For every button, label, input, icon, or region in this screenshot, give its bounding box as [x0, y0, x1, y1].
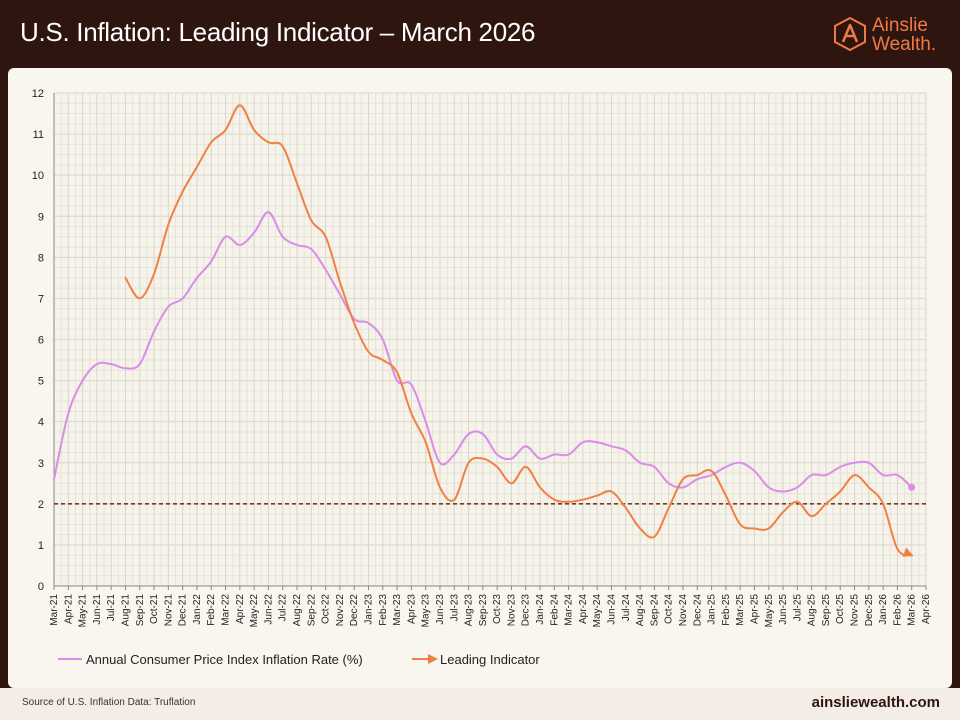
y-tick-label: 4 — [38, 417, 44, 429]
x-tick-label: Mar-23 — [392, 594, 403, 626]
x-tick-label: Dec-25 — [864, 594, 875, 627]
x-tick-label: Oct-21 — [149, 594, 160, 624]
brand-name-line2: Wealth. — [872, 34, 937, 55]
x-tick-label: Dec-21 — [178, 594, 189, 627]
x-tick-label: Apr-23 — [406, 594, 417, 624]
x-tick-label: Nov-24 — [678, 594, 689, 627]
x-tick-label: May-23 — [421, 594, 432, 628]
y-tick-label: 9 — [38, 211, 44, 223]
x-tick-label: Jun-23 — [435, 594, 446, 625]
y-tick-label: 0 — [38, 581, 44, 593]
y-tick-label: 6 — [38, 335, 44, 347]
legend-label-cpi-inflation: Annual Consumer Price Index Inflation Ra… — [86, 652, 363, 667]
chart-series — [53, 104, 916, 557]
x-tick-label: Oct-25 — [835, 594, 846, 624]
x-tick-label: Mar-22 — [221, 594, 232, 626]
x-tick-label: Mar-25 — [735, 594, 746, 626]
x-tick-label: Feb-24 — [549, 594, 560, 626]
x-tick-label: Apr-22 — [235, 594, 246, 624]
x-tick-label: Dec-24 — [692, 594, 703, 627]
x-tick-label: Jan-25 — [707, 594, 718, 625]
y-tick-label: 3 — [38, 458, 44, 470]
x-tick-label: Jul-22 — [278, 594, 289, 622]
x-tick-label: May-25 — [764, 594, 775, 628]
x-tick-label: Jul-24 — [621, 594, 632, 622]
x-tick-label: Apr-24 — [578, 594, 589, 624]
series-line-leading-indicator — [124, 104, 914, 557]
x-tick-label: Aug-21 — [120, 594, 131, 627]
x-tick-label: Feb-26 — [892, 594, 903, 626]
x-tick-label: Aug-24 — [635, 594, 646, 627]
chart-grid — [53, 92, 927, 587]
y-tick-label: 1 — [38, 540, 44, 552]
x-tick-label: Mar-26 — [907, 594, 918, 626]
x-tick-label: May-21 — [78, 594, 89, 628]
x-tick-label: Aug-23 — [464, 594, 475, 627]
x-tick-label: Sep-23 — [478, 594, 489, 627]
brand-logo: Ainslie Wealth. — [832, 14, 952, 58]
brand-name-line1: Ainslie — [872, 15, 928, 36]
y-tick-label: 2 — [38, 499, 44, 511]
x-tick-label: Feb-25 — [721, 594, 732, 626]
x-tick-label: Nov-23 — [506, 594, 517, 627]
x-tick-label: Jun-21 — [92, 594, 103, 625]
x-tick-label: Dec-23 — [521, 594, 532, 627]
x-tick-label: Jun-22 — [263, 594, 274, 625]
y-tick-label: 12 — [32, 88, 44, 100]
series-line-cpi-inflation — [53, 211, 913, 493]
x-tick-label: Oct-23 — [492, 594, 503, 624]
x-tick-label: Jun-24 — [607, 594, 618, 625]
x-tick-label: Oct-24 — [664, 594, 675, 624]
x-tick-label: Oct-22 — [321, 594, 332, 624]
y-tick-label: 10 — [32, 170, 44, 182]
x-tick-label: Jan-22 — [192, 594, 203, 625]
x-tick-label: Nov-22 — [335, 594, 346, 627]
x-tick-label: Apr-26 — [921, 594, 932, 624]
x-tick-label: Jan-26 — [878, 594, 889, 625]
x-tick-label: Nov-25 — [850, 594, 861, 627]
legend-label-leading-indicator: Leading Indicator — [440, 652, 540, 667]
page-title: U.S. Inflation: Leading Indicator – Marc… — [20, 17, 536, 47]
chart-panel: 0 1 2 3 4 5 6 7 8 9 10 11 12 Mar-21 Apr-21 May-21 Jun-21… — [8, 68, 952, 688]
y-tick-label: 8 — [38, 252, 44, 264]
x-tick-label: Mar-24 — [564, 594, 575, 626]
x-tick-label: May-22 — [249, 594, 260, 628]
x-tick-label: Feb-23 — [378, 594, 389, 626]
series-end-dot-cpi-inflation — [908, 483, 916, 491]
x-tick-label: Sep-24 — [649, 594, 660, 627]
x-tick-label: Jun-25 — [778, 594, 789, 625]
y-tick-label: 5 — [38, 376, 44, 388]
x-tick-label: Dec-22 — [349, 594, 360, 627]
x-tick-label: May-24 — [592, 594, 603, 628]
x-tick-label: Sep-25 — [821, 594, 832, 627]
x-tick-label: Sep-22 — [306, 594, 317, 627]
header-bar: U.S. Inflation: Leading Indicator – Marc… — [0, 0, 960, 68]
x-tick-label: Mar-21 — [49, 594, 60, 626]
x-tick-label: Jan-24 — [535, 594, 546, 625]
x-tick-label: Feb-22 — [206, 594, 217, 626]
x-tick-label: Aug-25 — [807, 594, 818, 627]
chart-legend: Annual Consumer Price Index Inflation Ra… — [58, 652, 540, 667]
x-tick-label: Apr-21 — [63, 594, 74, 624]
x-tick-label: Jul-21 — [106, 594, 117, 622]
x-tick-label: Jul-23 — [449, 594, 460, 622]
website-link[interactable]: ainsliewealth.com — [811, 694, 940, 711]
data-source-note: Source of U.S. Inflation Data: Truflatio… — [22, 697, 196, 708]
x-tick-label: Nov-21 — [163, 594, 174, 627]
brand-logo-icon — [834, 16, 866, 52]
x-tick-label: Jan-23 — [363, 594, 374, 625]
footer-bar: Source of U.S. Inflation Data: Truflatio… — [0, 688, 960, 720]
y-tick-label: 11 — [33, 129, 44, 141]
y-tick-label: 7 — [38, 293, 44, 305]
x-tick-label: Aug-22 — [292, 594, 303, 627]
x-tick-label: Apr-25 — [749, 594, 760, 624]
x-tick-label: Sep-21 — [135, 594, 146, 627]
x-tick-label: Jul-25 — [792, 594, 803, 622]
